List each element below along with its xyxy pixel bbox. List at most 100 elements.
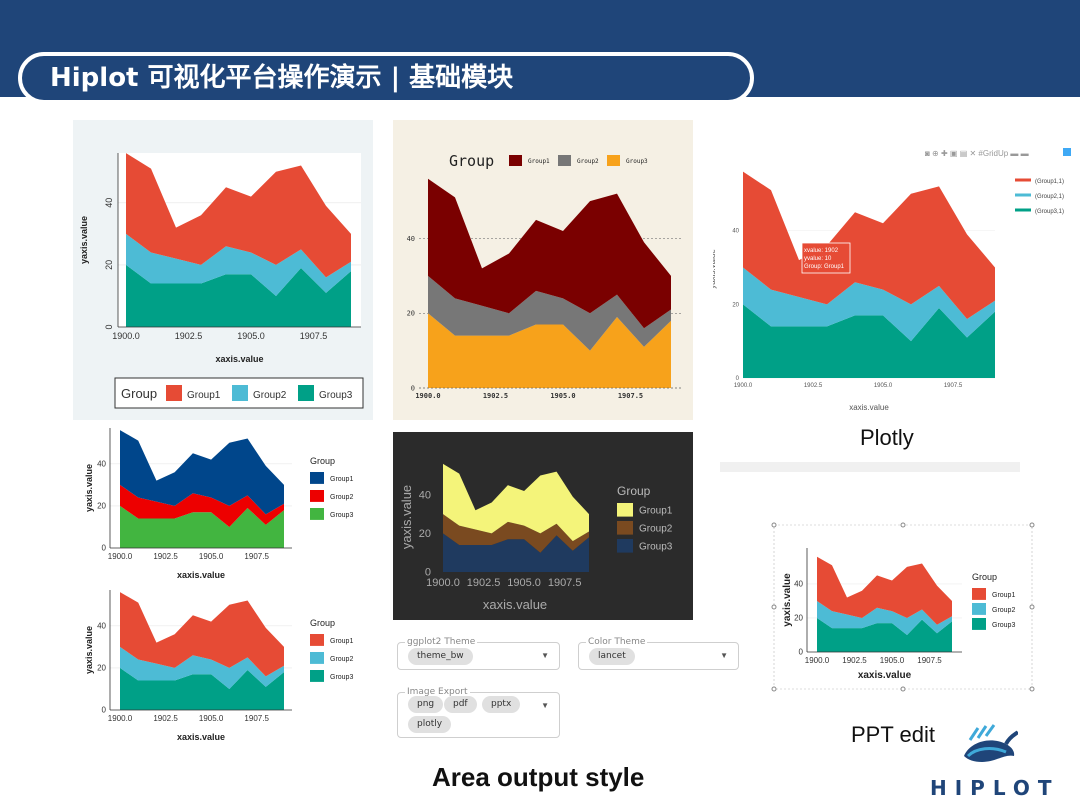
image-export-label: Image Export: [405, 686, 470, 698]
legend-label-group2: Group2: [330, 494, 353, 501]
area-group1: [817, 556, 952, 625]
y-axis-label: yaxis.value: [713, 249, 717, 289]
area-chart-boxed: 1900.0 1902.5 1905.0 1907.5 0 20 40 xaxis.value…: [73, 120, 373, 420]
export-chip-pdf[interactable]: pdf: [444, 696, 477, 713]
area-chart-boxed-svg: 1900.0 1902.5 1905.0 1907.5 0 20 40 xaxis.value…: [79, 153, 364, 409]
legend-label-group2: Group2: [577, 158, 599, 165]
image-export-select[interactable]: Image Export png pdf pptx plotly ▼: [397, 686, 560, 738]
plotly-legend-label: (Group2,1): [1035, 194, 1064, 200]
legend-label-group3: Group3: [319, 390, 353, 401]
area-group2: [743, 267, 995, 342]
chevron-down-icon[interactable]: ▼: [720, 651, 728, 660]
area-group1: [126, 153, 351, 278]
plotly-tooltip-line: yvalue: 10: [804, 256, 832, 262]
y-tick-label: 40: [97, 459, 106, 468]
plotly-tooltip-line: xvalue: 1902: [804, 248, 839, 254]
resize-handle: [771, 604, 777, 610]
whale-logo-icon: [964, 724, 1018, 762]
area-chart-lancet-svg: 1900.0 1902.5 1905.0 1907.5 0 20 40 xaxis.value…: [84, 428, 353, 580]
x-axis-label: xaxis.value: [858, 670, 912, 681]
legend-label-group1: Group1: [187, 390, 221, 401]
area-group3: [443, 533, 589, 572]
legend-swatch-group2: [972, 603, 986, 615]
x-tick-label: 1905.0: [507, 577, 541, 589]
area-group3: [126, 264, 351, 327]
x-tick-label: 1902.5: [804, 383, 823, 389]
x-tick-label: 1905.0: [550, 392, 575, 400]
chevron-down-icon[interactable]: ▼: [541, 651, 549, 660]
legend-label-group1: Group1: [330, 638, 353, 645]
legend-swatch-group1: [310, 472, 324, 484]
y-tick-label: 0: [411, 384, 415, 392]
area-group3: [120, 667, 284, 710]
resize-handle: [1029, 604, 1035, 610]
y-tick-label: 40: [794, 580, 803, 589]
main-caption: Area output style: [432, 762, 645, 792]
area-chart-tan-svg: 1900.0 1902.5 1905.0 1907.5 0 20 40 Group Group1…: [407, 152, 683, 400]
area-chart-dark: 1900.0 1902.5 1905.0 1907.5 0 20 40 xaxis.value…: [393, 432, 693, 620]
legend-label-group1: Group1: [330, 476, 353, 483]
legend-label-group3: Group3: [330, 512, 353, 519]
x-tick-label: 1907.5: [618, 392, 643, 400]
ppt-edit-chart[interactable]: 1900.0 1902.5 1905.0 1907.5 0 20 40 xaxis.value…: [712, 460, 1080, 700]
y-axis-label: yaxis.value: [782, 573, 793, 627]
y-tick-label: 0: [425, 567, 431, 579]
area-group2: [120, 646, 284, 689]
x-tick-label: 1905.0: [199, 714, 224, 723]
area-group1: [120, 430, 284, 515]
x-tick-label: 1905.0: [199, 552, 224, 561]
x-tick-label: 1907.5: [548, 577, 582, 589]
legend-label-group2: Group2: [330, 656, 353, 663]
area-group3: [743, 304, 995, 378]
area-group1: [743, 171, 995, 320]
legend-label-group2: Group2: [253, 390, 287, 401]
ggplot2-theme-select[interactable]: ggplot2 Theme theme_bw ▼: [397, 636, 560, 670]
chevron-down-icon[interactable]: ▼: [541, 701, 549, 710]
ppt-caption: PPT edit: [851, 722, 935, 747]
x-tick-label: 1902.5: [467, 577, 501, 589]
legend-swatch-group3: [310, 670, 324, 682]
legend-label-group1: Group1: [639, 505, 673, 516]
x-axis-label: xaxis.value: [483, 597, 547, 612]
y-tick-label: 20: [794, 614, 803, 623]
x-axis-label: xaxis.value: [177, 570, 225, 580]
x-tick-label: 1900.0: [734, 383, 753, 389]
plotly-caption: Plotly: [860, 425, 914, 450]
x-tick-label: 1900.0: [805, 656, 830, 665]
x-tick-label: 1905.0: [237, 331, 265, 341]
x-tick-label: 1900.0: [426, 577, 460, 589]
resize-handle: [771, 522, 777, 528]
x-tick-label: 1900.0: [415, 392, 440, 400]
x-tick-label: 1905.0: [880, 656, 905, 665]
export-chip-pptx[interactable]: pptx: [482, 696, 521, 713]
legend-title: Group: [121, 386, 157, 401]
legend-title: Group: [310, 456, 335, 466]
y-tick-label: 0: [799, 648, 804, 657]
plotly-area-chart-svg: 1900.0 1902.5 1905.0 1907.5 0 20 40 xaxis.value…: [713, 145, 1071, 412]
color-theme-select[interactable]: Color Theme lancet ▼: [578, 636, 739, 670]
y-tick-label: 0: [102, 706, 107, 715]
y-tick-label: 0: [104, 324, 114, 329]
y-tick-label: 20: [419, 528, 431, 540]
color-theme-value: lancet: [589, 648, 635, 665]
y-tick-label: 40: [407, 235, 415, 243]
y-tick-label: 20: [407, 310, 415, 318]
export-chip-plotly[interactable]: plotly: [408, 716, 452, 733]
legend-label-group1: Group1: [992, 592, 1015, 599]
chart-icon: [1063, 148, 1071, 156]
y-tick-label: 20: [97, 664, 106, 673]
y-tick-label: 20: [104, 260, 114, 270]
y-tick-label: 40: [97, 621, 106, 630]
x-axis-label: xaxis.value: [849, 403, 889, 412]
plotly-area-chart[interactable]: 1900.0 1902.5 1905.0 1907.5 0 20 40 xaxis.value…: [713, 140, 1080, 415]
legend-swatch-group3: [972, 618, 986, 630]
x-tick-label: 1902.5: [175, 331, 203, 341]
y-tick-label: 40: [104, 198, 114, 208]
legend-label-group3: Group3: [992, 622, 1015, 629]
x-tick-label: 1902.5: [153, 714, 178, 723]
x-axis-label: xaxis.value: [177, 732, 225, 742]
area-group2: [817, 600, 952, 635]
export-chip-png[interactable]: png: [408, 696, 444, 713]
y-tick-label: 20: [732, 302, 739, 308]
plotly-tooltip-line: Group: Group1: [804, 264, 845, 270]
